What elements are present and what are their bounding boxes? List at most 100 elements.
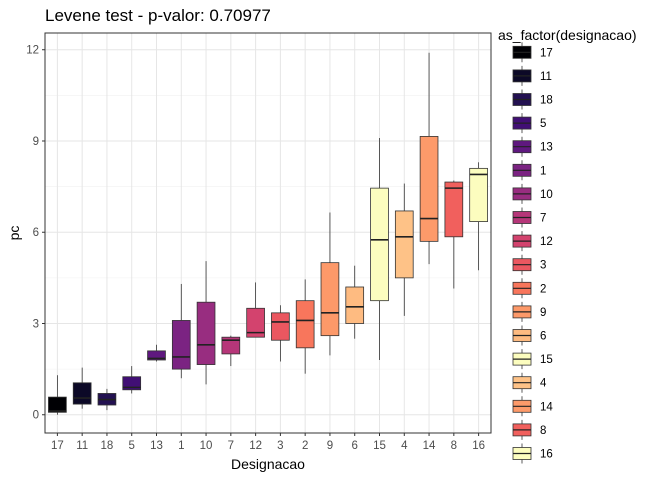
box-5 xyxy=(122,366,142,394)
y-tick-label: 9 xyxy=(33,136,39,148)
box-body xyxy=(320,262,340,337)
legend-label: 4 xyxy=(540,378,547,390)
major-gridlines xyxy=(45,33,491,433)
x-axis: 17 11 18 5 13 1 10 7 12 3 2 9 6 15 4 14 8 16 xyxy=(51,433,485,452)
legend-item-4: 4 xyxy=(512,372,547,393)
legend-item-8: 8 xyxy=(512,419,546,440)
panel-border xyxy=(44,32,492,434)
x-tick-label: 6 xyxy=(352,440,358,452)
legend-item-16: 16 xyxy=(512,443,553,464)
x-tick-label: 1 xyxy=(178,440,184,452)
legend-label: 12 xyxy=(540,236,553,248)
legend-item-9: 9 xyxy=(512,301,546,322)
box-body xyxy=(295,300,315,349)
box-4 xyxy=(394,183,414,316)
legend-item-10: 10 xyxy=(512,183,553,204)
box-12 xyxy=(246,282,265,338)
legend-label: 16 xyxy=(540,449,553,461)
x-tick-label: 4 xyxy=(401,440,408,452)
box-body xyxy=(246,307,265,338)
legend-label: 3 xyxy=(540,260,546,272)
box-6 xyxy=(345,265,365,339)
box-body xyxy=(171,320,191,370)
box-body xyxy=(122,376,142,391)
y-tick-label: 0 xyxy=(33,410,39,422)
box-13 xyxy=(147,344,166,362)
legend-item-15: 15 xyxy=(512,349,553,370)
y-axis: 0 3 6 9 12 xyxy=(26,45,45,422)
box-body xyxy=(221,336,241,355)
x-tick-label: 3 xyxy=(277,440,283,452)
legend-item-12: 12 xyxy=(512,231,553,252)
box-body xyxy=(419,136,439,242)
legend: as_factor(designacao) 17 11 18 5 13 1 10 7 12 3 2 9… xyxy=(498,27,637,464)
box-body xyxy=(196,301,216,365)
x-tick-label: 14 xyxy=(423,440,436,452)
box-11 xyxy=(72,367,92,409)
box-body xyxy=(469,167,488,222)
box-body xyxy=(48,396,67,413)
box-10 xyxy=(196,261,216,385)
x-tick-label: 5 xyxy=(129,440,135,452)
box-body xyxy=(345,286,365,324)
x-tick-label: 10 xyxy=(200,440,213,452)
box-series xyxy=(48,52,488,415)
legend-item-3: 3 xyxy=(512,254,546,275)
legend-item-5: 5 xyxy=(512,113,546,134)
box-1 xyxy=(171,283,191,379)
legend-item-13: 13 xyxy=(512,136,553,157)
y-axis-title: pc xyxy=(6,226,22,241)
legend-item-14: 14 xyxy=(512,396,553,417)
x-tick-label: 8 xyxy=(451,440,457,452)
x-tick-label: 18 xyxy=(101,440,114,452)
legend-item-6: 6 xyxy=(512,325,546,346)
box-9 xyxy=(320,212,340,356)
legend-label: 2 xyxy=(540,283,546,295)
legend-item-2: 2 xyxy=(512,278,546,299)
box-body xyxy=(370,187,389,302)
x-tick-label: 9 xyxy=(327,440,333,452)
x-tick-label: 12 xyxy=(249,440,262,452)
legend-label: 14 xyxy=(540,401,553,413)
box-body xyxy=(271,312,290,341)
box-16 xyxy=(469,162,488,271)
legend-item-17: 17 xyxy=(512,42,553,63)
box-14 xyxy=(419,52,439,265)
x-axis-title: Designacao xyxy=(231,456,305,472)
box-18 xyxy=(97,388,117,411)
legend-label: 9 xyxy=(540,307,546,319)
x-tick-label: 11 xyxy=(76,440,88,452)
legend-title: as_factor(designacao) xyxy=(498,27,637,43)
legend-item-18: 18 xyxy=(512,89,553,110)
minor-gridlines xyxy=(45,95,491,370)
x-tick-label: 7 xyxy=(228,440,234,452)
legend-label: 18 xyxy=(540,95,553,107)
x-tick-label: 17 xyxy=(51,440,64,452)
box-7 xyxy=(221,335,241,367)
box-15 xyxy=(370,137,389,360)
legend-label: 1 xyxy=(540,165,546,177)
box-2 xyxy=(295,279,315,374)
box-17 xyxy=(48,375,67,415)
box-body xyxy=(394,210,414,279)
box-body xyxy=(444,181,464,238)
box-body xyxy=(147,350,166,361)
y-tick-label: 12 xyxy=(26,45,39,57)
x-tick-label: 15 xyxy=(373,440,386,452)
x-tick-label: 13 xyxy=(150,440,163,452)
chart-title: Levene test - p-valor: 0.70977 xyxy=(45,6,271,25)
y-tick-label: 3 xyxy=(33,318,39,330)
legend-label: 10 xyxy=(540,189,553,201)
legend-items: 17 11 18 5 13 1 10 7 12 3 2 9 6 15 4 14 8 16 xyxy=(512,42,553,464)
panel-frame xyxy=(44,32,492,434)
legend-label: 7 xyxy=(540,213,546,225)
legend-item-7: 7 xyxy=(512,207,546,228)
x-tick-label: 16 xyxy=(472,440,485,452)
legend-item-11: 11 xyxy=(512,65,552,86)
legend-label: 17 xyxy=(540,47,553,59)
legend-label: 6 xyxy=(540,331,546,343)
legend-label: 5 xyxy=(540,118,546,130)
legend-label: 13 xyxy=(540,142,553,154)
legend-label: 15 xyxy=(540,354,553,366)
